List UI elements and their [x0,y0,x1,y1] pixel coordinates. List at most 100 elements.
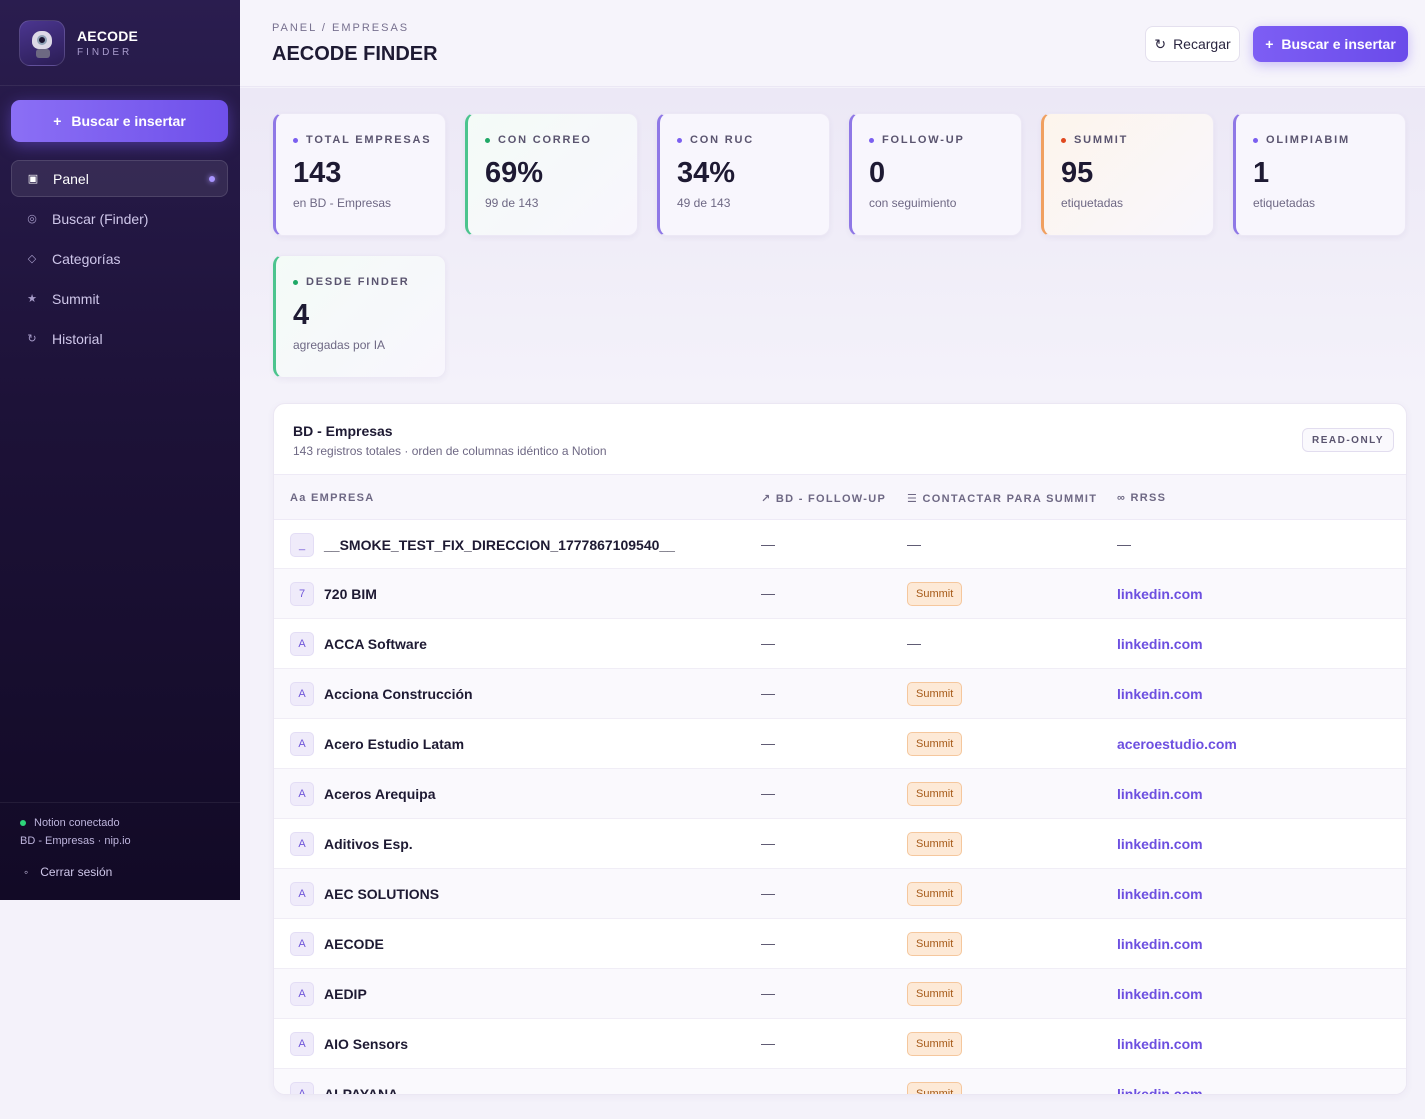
logout-label: Cerrar sesión [40,865,113,879]
followup-value: — [761,1035,775,1051]
column-header-rrss[interactable]: ∞ RRSS [1117,492,1167,504]
company-name[interactable]: Acciona Construcción [324,686,473,702]
company-name[interactable]: AEDIP [324,986,367,1002]
company-avatar: 7 [290,582,314,606]
reload-button[interactable]: ↻ Recargar [1145,26,1240,62]
table-row[interactable]: A AEDIP — Summit linkedin.com [274,969,1406,1019]
company-avatar: A [290,882,314,906]
active-indicator [209,176,215,182]
company-avatar: A [290,632,314,656]
stat-dot [293,279,298,285]
table-row[interactable]: 7 720 BIM — Summit linkedin.com [274,569,1406,619]
stat-sub: agregadas por IA [293,338,386,352]
table-row[interactable]: A Acciona Construcción — Summit linkedin.com [274,669,1406,719]
company-name[interactable]: Aceros Arequipa [324,786,436,802]
column-header-summit[interactable]: ☰ CONTACTAR PARA SUMMIT [907,493,1098,505]
summit-tag: Summit [907,832,963,856]
sidebar-item-summit[interactable]: ★ Summit [11,280,228,317]
stat-value: 4 [293,299,310,331]
stat-label: CON RUC [690,134,754,146]
connection-detail: BD - Empresas · nip.io [20,835,131,847]
table-row[interactable]: A ALPAYANA — Summit linkedin.com [274,1069,1406,1095]
table-row[interactable]: A Aceros Arequipa — Summit linkedin.com [274,769,1406,819]
table-row[interactable]: A AEC SOLUTIONS — Summit linkedin.com [274,869,1406,919]
followup-value: — [761,835,775,851]
followup-value: — [761,1085,775,1095]
sidebar-cta-label: Buscar e insertar [71,113,186,129]
star-icon: ★ [27,293,37,305]
plus-icon: + [1265,36,1274,52]
company-name[interactable]: AECODE [324,936,384,952]
company-name[interactable]: AIO Sensors [324,1036,409,1052]
stat-value: 1 [1253,157,1270,189]
table-row[interactable]: A AECODE — Summit linkedin.com [274,919,1406,969]
stat-sub: 99 de 143 [485,196,539,210]
rrss-link[interactable]: linkedin.com [1117,986,1203,1002]
plus-icon: + [53,113,62,129]
rrss-link[interactable]: linkedin.com [1117,586,1203,602]
company-name[interactable]: ALPAYANA [324,1086,399,1095]
stat-label: FOLLOW-UP [882,134,965,146]
page-title: AECODE FINDER [272,43,438,65]
table-row[interactable]: A ACCA Software — — linkedin.com [274,619,1406,669]
sidebar-item-historial[interactable]: ↻ Historial [11,320,228,357]
company-name[interactable]: ACCA Software [324,636,427,652]
followup-value: — [761,935,775,951]
company-name[interactable]: __SMOKE_TEST_FIX_DIRECCION_1777867109540… [324,537,675,553]
company-name[interactable]: Aditivos Esp. [324,836,413,852]
stat-card-followup: FOLLOW-UP 0 con seguimiento [849,113,1022,236]
company-avatar: A [290,932,314,956]
brand-subtitle: FINDER [77,46,133,58]
stat-card-correo: CON CORREO 69% 99 de 143 [465,113,638,236]
rrss-link[interactable]: linkedin.com [1117,886,1203,902]
brand: AECODE FINDER [0,0,240,86]
rrss-link[interactable]: linkedin.com [1117,1086,1203,1095]
followup-value: — [761,635,775,651]
stat-value: 69% [485,157,544,189]
company-avatar: _ [290,533,314,557]
stat-label: CON CORREO [498,134,592,146]
company-avatar: A [290,1032,314,1056]
table-row[interactable]: A AIO Sensors — Summit linkedin.com [274,1019,1406,1069]
rrss-link[interactable]: linkedin.com [1117,786,1203,802]
logout-button[interactable]: ◦ Cerrar sesión [20,865,220,879]
diamond-icon: ◇ [27,253,37,265]
rrss-link[interactable]: linkedin.com [1117,686,1203,702]
rrss-link[interactable]: linkedin.com [1117,1036,1203,1052]
table-row[interactable]: _ __SMOKE_TEST_FIX_DIRECCION_177786710954… [274,520,1406,569]
company-name[interactable]: 720 BIM [324,586,377,602]
rrss-link[interactable]: linkedin.com [1117,936,1203,952]
rrss-link[interactable]: linkedin.com [1117,836,1203,852]
search-insert-button[interactable]: + Buscar e insertar [1253,26,1408,62]
sidebar-item-panel[interactable]: ▣ Panel [11,160,228,197]
table-title: BD - Empresas [293,423,393,439]
table-row[interactable]: A Acero Estudio Latam — Summit aceroestudio.… [274,719,1406,769]
read-only-badge: READ-ONLY [1302,428,1395,452]
sidebar-search-insert-button[interactable]: + Buscar e insertar [11,100,228,142]
sidebar-item-categorias[interactable]: ◇ Categorías [11,240,228,277]
stat-value: 0 [869,157,886,189]
table-row[interactable]: A Aditivos Esp. — Summit linkedin.com [274,819,1406,869]
stat-sub: 49 de 143 [677,196,731,210]
stat-dot [1061,137,1066,143]
summit-tag: Summit [907,1032,963,1056]
rrss-link[interactable]: linkedin.com [1117,636,1203,652]
summit-tag: Summit [907,982,963,1006]
followup-value: — [761,585,775,601]
sidebar-item-label: Buscar (Finder) [52,210,149,227]
company-name[interactable]: AEC SOLUTIONS [324,886,440,902]
stat-value: 95 [1061,157,1094,189]
summit-tag: Summit [907,682,963,706]
sidebar-item-label: Historial [52,330,103,347]
company-name[interactable]: Acero Estudio Latam [324,736,465,752]
stat-sub: etiquetadas [1253,196,1316,210]
stat-label: OLIMPIABIM [1266,134,1350,146]
column-header-empresa[interactable]: Aa EMPRESA [290,492,375,504]
column-header-followup[interactable]: ↗ BD - FOLLOW-UP [761,493,887,505]
summit-tag: Summit [907,882,963,906]
sidebar-item-finder[interactable]: ◎ Buscar (Finder) [11,200,228,237]
table-subtitle: 143 registros totales · orden de columna… [293,444,607,458]
summit-empty: — [907,635,921,651]
stat-dot [869,137,874,143]
rrss-link[interactable]: aceroestudio.com [1117,736,1237,752]
